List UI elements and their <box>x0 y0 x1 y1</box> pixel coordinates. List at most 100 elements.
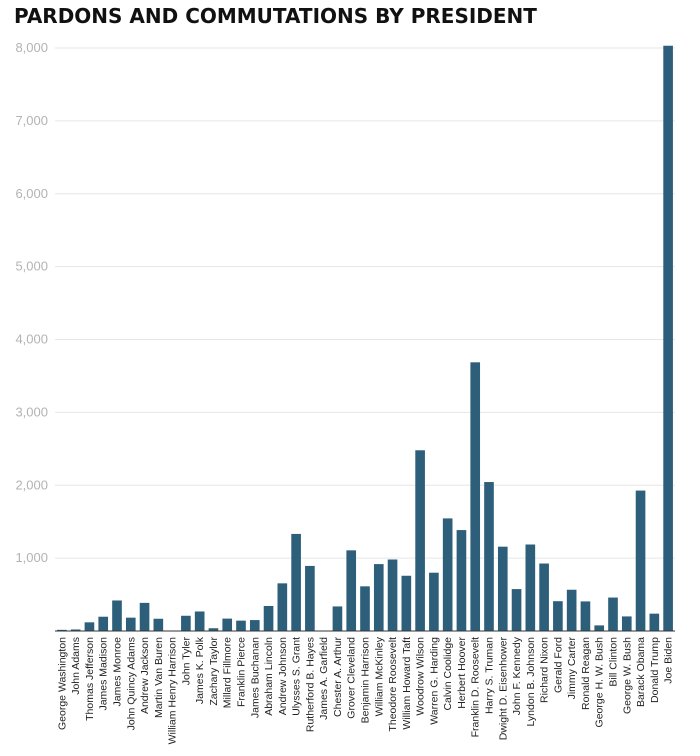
x-tick-label: Andrew Jackson <box>139 637 151 714</box>
x-tick-label: John Adams <box>70 637 82 695</box>
chart-title: PARDONS AND COMMUTATIONS BY PRESIDENT <box>14 4 537 28</box>
bar <box>401 575 412 631</box>
bar <box>263 606 274 631</box>
x-tick-label: Franklin Pierce <box>236 637 248 707</box>
bar <box>360 586 370 631</box>
bar <box>635 490 646 631</box>
bar <box>236 620 246 631</box>
bar <box>139 602 150 631</box>
x-tick-label: Lyndon B. Johnson <box>525 637 537 727</box>
bar <box>649 613 660 631</box>
bar <box>387 559 398 631</box>
gridlines <box>55 47 675 559</box>
x-tick-label: James A. Garfield <box>318 637 330 720</box>
x-tick-label: Warren G. Harding <box>428 637 440 725</box>
bar <box>621 616 632 631</box>
x-tick-label: Grover Cleveland <box>346 637 358 719</box>
bar <box>70 629 81 631</box>
x-tick-label: Thomas Jefferson <box>84 637 96 721</box>
bar <box>566 589 577 631</box>
x-tick-label: Jimmy Carter <box>566 637 578 700</box>
y-tick-label: 8,000 <box>15 40 48 55</box>
x-tick-label: John Tyler <box>180 636 192 685</box>
bar <box>456 530 467 631</box>
bar <box>580 601 591 631</box>
x-tick-label: Benjamin Harrison <box>360 637 372 724</box>
x-tick-label: Joe Biden <box>663 637 675 684</box>
x-tick-label: James Buchanan <box>249 637 261 718</box>
bar <box>511 589 522 631</box>
y-tick-label: 7,000 <box>15 113 48 128</box>
bar <box>608 597 618 631</box>
y-tick-label: 1,000 <box>15 550 48 565</box>
x-tick-label: Rutherford B. Hayes <box>304 637 316 732</box>
bar <box>84 622 95 631</box>
bar <box>484 482 494 631</box>
bar <box>553 601 563 631</box>
x-tick-label: James K. Polk <box>194 636 206 704</box>
x-tick-label: Zachary Taylor <box>208 637 220 706</box>
x-tick-label: Millard Fillmore <box>222 637 234 708</box>
x-tick-label: Franklin D. Roosevelt <box>470 637 482 737</box>
bar <box>373 564 384 631</box>
x-tick-label: Ulysses S. Grant <box>291 637 303 716</box>
x-tick-label: Donald Trump <box>649 637 661 703</box>
x-tick-label: George W. Bush <box>621 637 633 714</box>
x-tick-label: Barack Obama <box>635 637 647 707</box>
x-tick-label: William Howard Taft <box>401 637 413 730</box>
x-tick-label: George H. W. Bush <box>594 637 606 728</box>
bar <box>125 617 136 631</box>
bar <box>346 550 357 631</box>
x-tick-label: Calvin Coolidge <box>442 637 454 711</box>
x-tick-label: William Henry Harrison <box>167 637 179 745</box>
bar <box>594 625 605 631</box>
x-tick-label: John Quincy Adams <box>125 637 137 730</box>
x-tick-label: Abraham Lincoln <box>263 637 275 716</box>
bar <box>525 544 536 631</box>
bar <box>470 362 481 631</box>
bar <box>332 606 343 631</box>
bar <box>222 618 233 631</box>
bar <box>249 620 260 631</box>
bars <box>57 45 673 632</box>
y-axis-ticks: 1,000 2,000 3,000 4,000 5,000 6,000 7,000 8,000 <box>15 40 48 565</box>
x-tick-label: Ronald Reagan <box>580 637 592 710</box>
x-tick-label: John F. Kennedy <box>511 636 523 715</box>
x-tick-label: Andrew Johnson <box>277 637 289 715</box>
y-tick-label: 2,000 <box>15 477 48 492</box>
bar <box>181 615 191 631</box>
y-tick-label: 4,000 <box>15 332 48 347</box>
x-tick-label: Herbert Hoover <box>456 637 468 709</box>
y-tick-label: 5,000 <box>15 259 48 274</box>
bar <box>153 618 164 631</box>
bar <box>194 611 205 631</box>
x-tick-label: Richard Nixon <box>539 637 551 703</box>
bar <box>442 518 453 631</box>
bar <box>663 45 673 632</box>
x-tick-label: Gerald Ford <box>552 637 564 693</box>
x-tick-label: George Washington <box>56 637 68 730</box>
x-tick-label: Dwight D. Eisenhower <box>497 637 509 741</box>
bar <box>415 450 425 631</box>
x-tick-label: Chester A. Arthur <box>332 637 344 717</box>
bar <box>497 546 508 631</box>
x-tick-label: James Monroe <box>112 637 124 707</box>
bar <box>57 629 67 631</box>
bar <box>291 533 301 631</box>
x-tick-label: James Madison <box>98 637 110 711</box>
bar <box>429 572 439 631</box>
bar <box>305 565 315 631</box>
x-tick-label: William McKinley <box>373 636 385 716</box>
x-tick-label: Woodrow Wilson <box>415 637 427 716</box>
bar <box>277 583 288 631</box>
bar <box>98 616 109 631</box>
x-tick-label: Theodore Roosevelt <box>387 637 399 732</box>
bar <box>112 600 122 631</box>
y-tick-label: 6,000 <box>15 186 48 201</box>
bar <box>539 563 549 631</box>
x-tick-label: Martin Van Buren <box>153 637 165 718</box>
x-tick-label: Bill Clinton <box>608 637 620 687</box>
bar <box>208 628 219 631</box>
x-axis-ticks: George Washington John Adams Thomas Jeffer… <box>56 636 674 744</box>
